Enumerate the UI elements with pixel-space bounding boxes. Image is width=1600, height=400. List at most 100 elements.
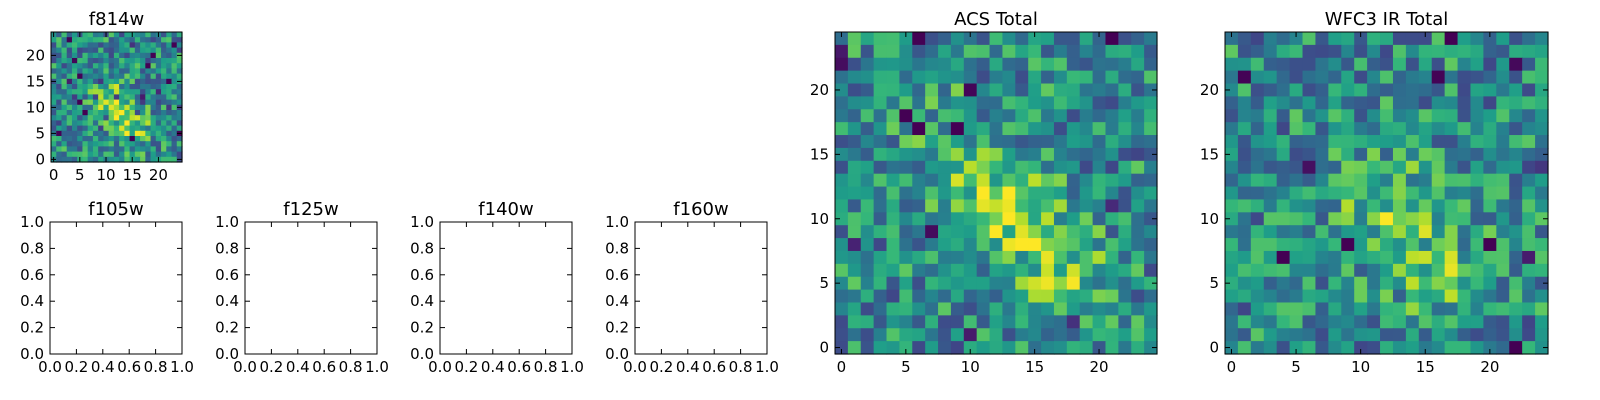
heatmap-cell [1509, 109, 1523, 123]
heatmap-cell [938, 263, 952, 278]
heatmap-cell [129, 73, 136, 80]
heatmap-cell [1041, 302, 1055, 316]
heatmap-cell [166, 130, 173, 137]
heatmap-cell [161, 104, 167, 111]
heatmap-cell [1237, 57, 1252, 72]
heatmap-cell [860, 186, 875, 201]
heatmap-cell [56, 68, 63, 75]
heatmap-cell [899, 225, 913, 239]
heatmap-cell [1509, 122, 1523, 136]
heatmap-cell [166, 120, 173, 127]
heatmap-cell [71, 58, 78, 64]
x-tick-label: 0.2 [259, 358, 283, 376]
heatmap-cell [1131, 160, 1145, 175]
heatmap-cell [1092, 289, 1107, 304]
heatmap-cell [176, 151, 183, 158]
heatmap-cell [1457, 147, 1472, 162]
heatmap-cell [1380, 328, 1394, 342]
heatmap-cell [124, 130, 131, 137]
heatmap-cell [98, 37, 104, 43]
heatmap-cell [155, 146, 162, 153]
heatmap-cell [1144, 44, 1158, 59]
heatmap-cell [1354, 160, 1368, 175]
heatmap-cell [1431, 83, 1446, 97]
heatmap-cell [1380, 173, 1394, 188]
heatmap-cell [1354, 147, 1368, 162]
heatmap-cell [119, 110, 125, 116]
heatmap-cell [1328, 135, 1342, 149]
heatmap-cell [1457, 276, 1472, 291]
heatmap-cell [1431, 315, 1446, 329]
heatmap-cell [119, 146, 125, 153]
heatmap-cell [108, 141, 115, 147]
heatmap-cell [1002, 186, 1016, 201]
heatmap-cell [87, 52, 94, 59]
x-tick-label: 0.8 [729, 358, 753, 376]
heatmap-cell [1405, 32, 1420, 46]
heatmap-cell [1105, 315, 1119, 329]
heatmap-cell [108, 146, 115, 153]
heatmap-cell [1496, 186, 1510, 201]
heatmap-cell [835, 186, 849, 201]
heatmap-cell [1250, 147, 1265, 162]
heatmap-cell [1263, 328, 1278, 342]
heatmap-cell [1276, 315, 1291, 329]
heatmap-cell [1131, 83, 1145, 97]
heatmap-cell [98, 84, 104, 90]
heatmap-cell [1418, 44, 1433, 59]
heatmap-cell [912, 186, 926, 201]
heatmap-cell [1341, 199, 1355, 213]
heatmap-cell [873, 122, 888, 136]
heatmap-cell [1263, 186, 1278, 201]
heatmap-cell [1237, 83, 1252, 97]
heatmap-cell [1470, 315, 1484, 329]
heatmap-cell [1354, 341, 1368, 355]
heatmap-cell [1380, 122, 1394, 136]
heatmap-cell [950, 32, 965, 46]
heatmap-cell [976, 225, 991, 239]
heatmap-cell [1263, 276, 1278, 291]
heatmap-cell [150, 136, 157, 142]
heatmap-cell [92, 32, 99, 38]
heatmap-cell [1105, 225, 1119, 239]
heatmap-cell [963, 96, 978, 110]
heatmap-cell [976, 160, 991, 175]
heatmap-cell [1041, 212, 1055, 226]
heatmap-cell [71, 52, 78, 59]
heatmap-cell [150, 94, 157, 101]
heatmap-cell [71, 42, 78, 49]
heatmap-cell [1079, 147, 1094, 162]
heatmap-cell [1131, 289, 1145, 304]
heatmap-cell [140, 68, 146, 75]
heatmap-cell [119, 130, 125, 137]
heatmap-cell [1405, 199, 1420, 213]
heatmap-cell [1237, 122, 1252, 136]
heatmap-cell [1002, 225, 1016, 239]
heatmap-cell [1470, 289, 1484, 304]
heatmap-cell [119, 120, 125, 127]
heatmap-cell [71, 89, 78, 95]
heatmap-cell [847, 83, 862, 97]
heatmap-cell [108, 78, 115, 85]
heatmap-cell [129, 104, 136, 111]
heatmap-cell [56, 78, 63, 85]
heatmap-cell [1418, 276, 1433, 291]
heatmap-cell [1444, 315, 1459, 329]
heatmap-cell [1053, 289, 1068, 304]
heatmap-cell [1405, 225, 1420, 239]
heatmap-cell [66, 58, 73, 64]
heatmap-cell [1131, 199, 1145, 213]
heatmap-cell [899, 289, 913, 304]
heatmap-cell [1418, 32, 1433, 46]
heatmap-cell [1380, 70, 1394, 85]
heatmap-cell [171, 84, 178, 90]
heatmap-cell [140, 104, 146, 111]
heatmap-cell [1131, 109, 1145, 123]
heatmap-cell [873, 109, 888, 123]
heatmap-cell [150, 151, 157, 158]
heatmap-cell [1302, 70, 1317, 85]
heatmap-cell [1354, 122, 1368, 136]
